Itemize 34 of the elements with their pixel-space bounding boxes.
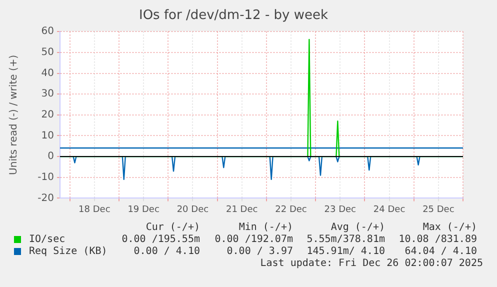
- text: Min (-/+): [238, 222, 293, 233]
- text: 0.00 /195.55m: [122, 234, 200, 245]
- legend-label: IO/sec: [29, 234, 66, 245]
- chart-title: IOs for /dev/dm-12 - by week: [138, 8, 328, 24]
- x-tick-label: 19 Dec: [128, 204, 160, 215]
- text: 0.00 /192.07m: [214, 234, 293, 245]
- text: 145.91m/ 4.10: [306, 246, 385, 257]
- x-tick-label: 25 Dec: [422, 204, 454, 215]
- y-tick-label: 50: [41, 47, 54, 58]
- y-tick-label: 10: [41, 130, 54, 142]
- y-tick-label: -10: [38, 172, 54, 183]
- text: Avg (-/+): [330, 222, 385, 233]
- x-tick-label: 23 Dec: [324, 204, 356, 215]
- y-tick-label: 0: [48, 151, 54, 162]
- x-tick-label: 18 Dec: [78, 204, 110, 215]
- text: 10.08 /831.89: [398, 234, 477, 245]
- x-tick-label: 22 Dec: [275, 204, 307, 215]
- text: Max (-/+): [422, 222, 477, 233]
- x-tick-label: 24 Dec: [373, 204, 406, 215]
- text: 5.55m/378.81m: [306, 234, 385, 245]
- y-tick-label: -20: [38, 192, 54, 204]
- y-tick-label: 40: [41, 68, 54, 79]
- text: 0.00 / 3.97: [226, 246, 293, 257]
- text: 64.04 / 4.10: [404, 246, 477, 257]
- legend-label: Req Size (KB): [29, 246, 108, 257]
- text: 0.00 / 4.10: [134, 246, 200, 257]
- x-tick-label: 20 Dec: [176, 204, 209, 215]
- y-tick-label: 30: [41, 88, 54, 100]
- text: Cur (-/+): [146, 222, 200, 233]
- text: Last update: Fri Dec 26 02:00:07 2025: [260, 258, 483, 269]
- y-tick-label: 20: [41, 109, 54, 120]
- x-tick-label: 21 Dec: [226, 204, 258, 215]
- y-axis-title: Units read (-) / write (+): [8, 54, 20, 175]
- y-tick-label: 60: [41, 26, 54, 38]
